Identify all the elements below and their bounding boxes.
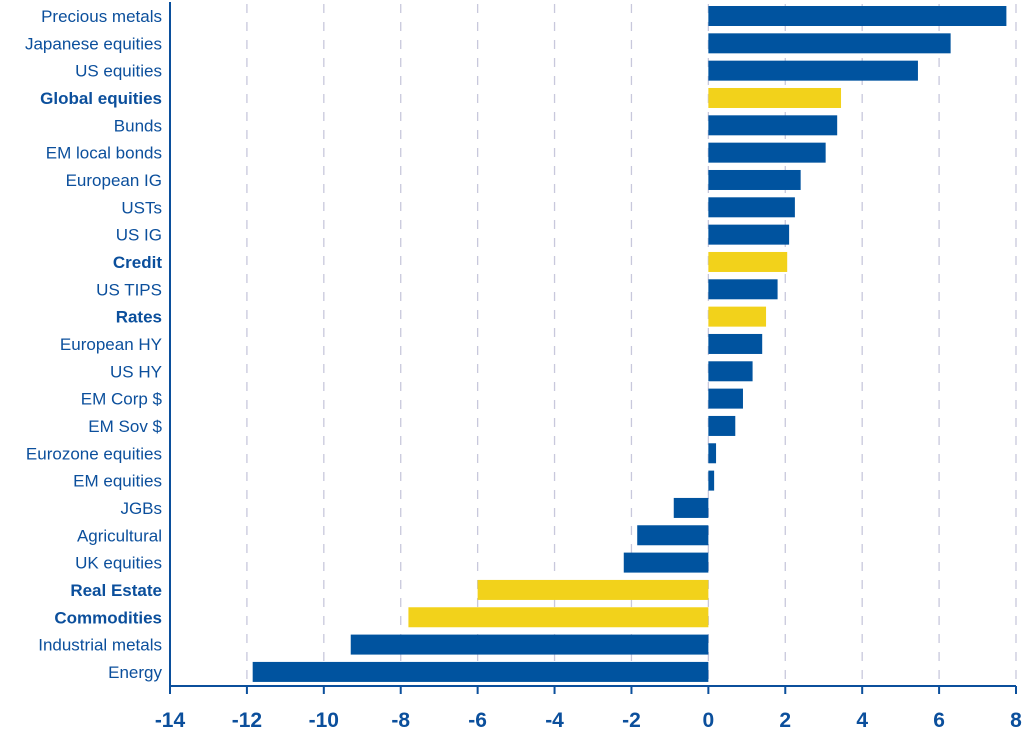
category-label: Global equities: [40, 89, 162, 108]
bar: [623, 552, 709, 573]
category-label: European IG: [66, 171, 162, 190]
bar: [708, 443, 717, 464]
tick-label: -8: [391, 709, 410, 732]
category-label: European HY: [60, 335, 162, 354]
tick-label: -2: [622, 709, 641, 732]
category-label: Precious metals: [41, 7, 162, 26]
category-label: EM Corp $: [81, 390, 163, 409]
category-label: Japanese equities: [25, 34, 162, 53]
bar: [708, 197, 795, 218]
x-axis: -14 -12 -10 -8 -6 -4 -2 0 2 4 6 8: [155, 2, 1022, 732]
category-label: Real Estate: [70, 581, 162, 600]
tick-label: 2: [779, 709, 791, 732]
bar: [708, 87, 842, 108]
category-label: Agricultural: [77, 526, 162, 545]
bar: [708, 224, 790, 245]
category-label: UK equities: [75, 554, 162, 573]
bar: [708, 115, 838, 136]
bar: [708, 60, 918, 81]
bar: [708, 279, 778, 300]
category-label: Bunds: [114, 116, 162, 135]
tick-label: -14: [155, 709, 186, 732]
category-label: US IG: [116, 226, 162, 245]
bar: [708, 33, 951, 54]
bars: [252, 6, 1007, 682]
category-label: US equities: [75, 62, 162, 81]
tick-label: 0: [703, 709, 715, 732]
tick-label: -6: [468, 709, 487, 732]
bar: [637, 525, 709, 546]
category-label: EM Sov $: [88, 417, 162, 436]
tick-label: -10: [309, 709, 339, 732]
bar: [708, 306, 767, 327]
bar: [708, 333, 763, 354]
bar: [350, 634, 709, 655]
bar: [708, 415, 736, 436]
bar: [477, 579, 709, 600]
category-label: Eurozone equities: [26, 444, 162, 463]
category-label: Industrial metals: [38, 636, 162, 655]
tick-label: 4: [856, 709, 868, 732]
category-label: US TIPS: [96, 280, 162, 299]
tick-label: 8: [1010, 709, 1022, 732]
category-label: Commodities: [54, 608, 162, 627]
category-label: Rates: [116, 308, 162, 327]
category-label: USTs: [121, 198, 162, 217]
tick-label: 6: [933, 709, 945, 732]
category-labels: Precious metals Japanese equities US equit…: [25, 7, 163, 682]
bar: [708, 142, 826, 163]
bar: [408, 607, 709, 628]
bar: [708, 6, 1007, 26]
category-label: Credit: [113, 253, 162, 272]
category-label: Energy: [108, 663, 162, 682]
category-label: EM equities: [73, 472, 162, 491]
category-label: EM local bonds: [46, 144, 162, 163]
category-label: JGBs: [120, 499, 162, 518]
bar: [708, 169, 801, 190]
bar: [708, 361, 753, 382]
tick-label: -12: [232, 709, 262, 732]
bar: [673, 497, 709, 518]
category-label: US HY: [110, 362, 162, 381]
bar: [708, 251, 788, 272]
bar: [708, 388, 743, 409]
bar: [252, 661, 709, 682]
tick-label: -4: [545, 709, 564, 732]
bar: [708, 470, 715, 491]
